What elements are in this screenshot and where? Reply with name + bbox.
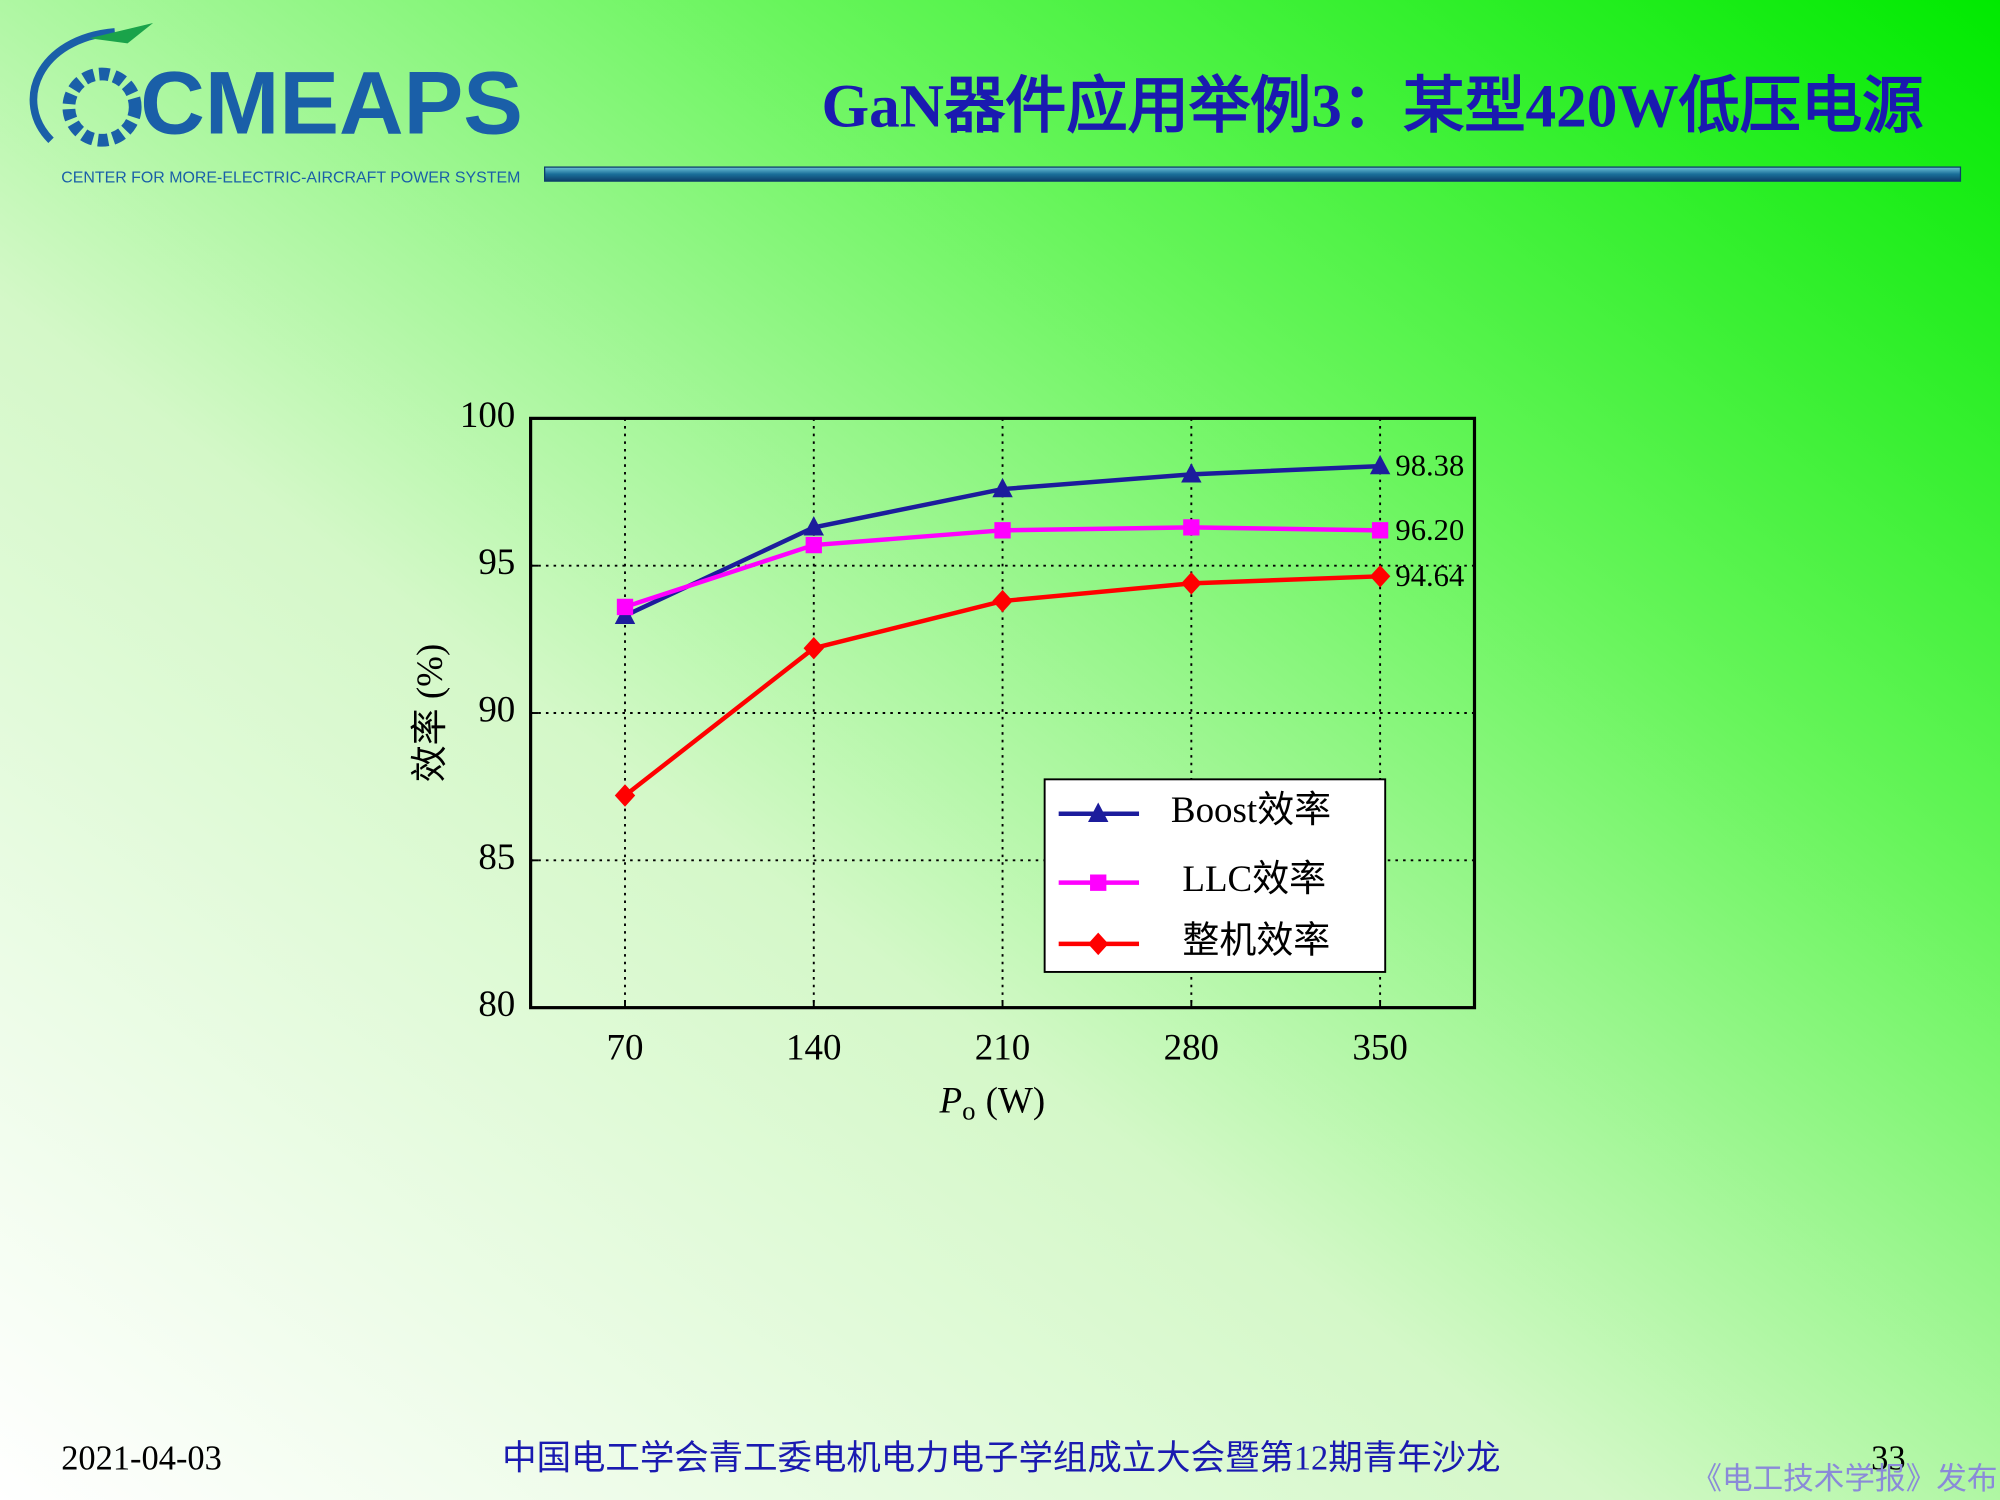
footer-date: 2021-04-03 [61,1440,222,1478]
x-tick-label: 350 [1352,1027,1407,1068]
y-tick-label: 90 [478,688,515,729]
legend-label: Boost效率 [1171,789,1331,830]
marker [1369,454,1391,475]
y-tick-label: 100 [460,394,515,435]
watermark: 《电工技术学报》发布 [1691,1462,1997,1496]
marker [994,522,1011,539]
legend-marker [1090,874,1107,891]
legend-label: 整机效率 [1182,919,1330,960]
x-tick-label: 280 [1164,1027,1219,1068]
marker [1181,572,1202,595]
legend-label: LLC效率 [1182,858,1326,899]
marker [616,598,634,616]
marker [992,589,1013,613]
marker [992,477,1013,498]
logo-gear [62,67,142,147]
marker [1183,519,1200,536]
legend-marker [1088,932,1109,956]
x-axis-label: Po (W) [938,1080,1045,1126]
y-tick-label: 95 [478,541,515,582]
x-axis-symbol: P [938,1080,962,1121]
marker [1181,463,1202,483]
x-axis-unit: (W) [986,1080,1046,1122]
value-label: 98.38 [1395,449,1464,483]
marker [1369,565,1391,588]
marker [1371,522,1389,539]
y-axis-label: 效率 (%) [409,644,451,783]
logo-arc [29,28,116,144]
x-tick-label: 140 [786,1027,841,1068]
marker [803,636,824,660]
slide-title: GaN器件应用举例3：某型420W低压电源 [822,72,1924,140]
x-axis-subscript: o [962,1096,975,1126]
marker [614,784,636,807]
value-label: 96.20 [1395,513,1464,547]
footer-page: 33 [1871,1440,1905,1478]
logo: CMEAPS CENTER FOR MORE-ELECTRIC-AIRCRAFT… [29,22,523,187]
logo-plane [89,22,154,44]
chart: 80 85 90 95 100 70 140 210 280 350 效率 (%) Po (W) 98.3… [409,394,1477,1126]
logo-name: CMEAPS [140,52,523,152]
x-tick-label: 210 [975,1027,1030,1068]
plot-frame [529,416,1477,1010]
legend-marker [1088,802,1109,822]
footer-event: 中国电工学会青工委电机电力电子学组成立大会暨第12期青年沙龙 [502,1440,1500,1478]
marker [803,516,824,536]
marker [805,536,822,554]
title-bar [544,166,1962,182]
value-label: 94.64 [1395,559,1464,593]
logo-subtitle: CENTER FOR MORE-ELECTRIC-AIRCRAFT POWER … [61,170,520,187]
y-tick-label: 85 [478,836,515,877]
y-tick-label: 80 [478,983,515,1024]
x-tick-label: 70 [607,1027,644,1068]
